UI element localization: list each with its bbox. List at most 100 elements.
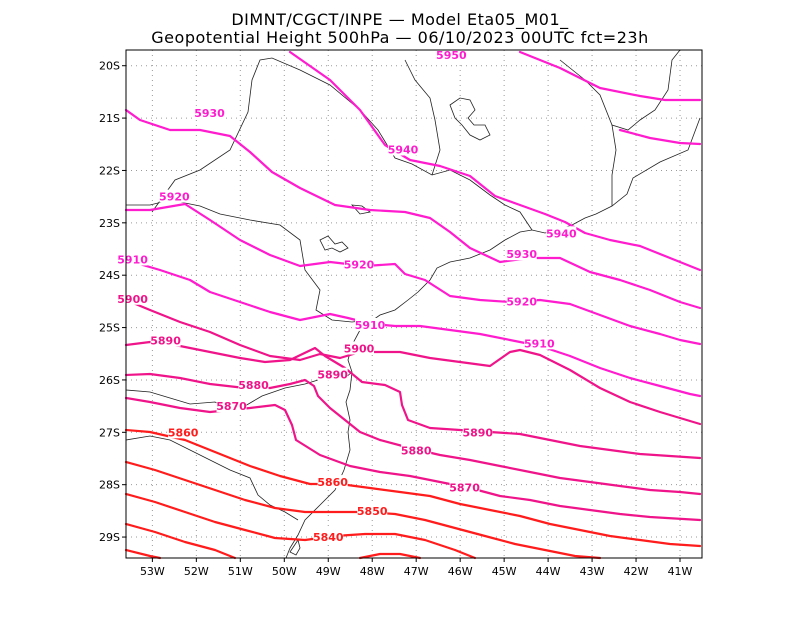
contour-labels: 5950 5940 5930 5920 5940 5930 5910 5920 5900 5920… — [117, 48, 577, 544]
lat-tick-label: 29S — [99, 531, 120, 544]
lat-tick-label: 25S — [99, 322, 120, 335]
contour-label-bg — [216, 399, 247, 413]
contour-label-bg — [117, 252, 148, 266]
contour-5890 — [124, 340, 702, 460]
coastal-lagoon — [289, 539, 301, 556]
axis-tick-labels: 53W 52W 51W 50W 49W 48W 47W 46W 45W 44W 43W 42W 41W 2… — [99, 60, 693, 578]
contour-label: 5900 — [117, 293, 148, 306]
lat-tick-label: 27S — [99, 426, 120, 439]
lat-tick-label: 20S — [99, 60, 120, 73]
contour-label-bg — [546, 226, 577, 240]
state-border — [404, 59, 441, 176]
lat-tick-label: 26S — [99, 374, 120, 387]
state-border — [611, 124, 617, 206]
lon-tick-label: 47W — [404, 565, 429, 578]
contour-label-bg — [449, 480, 480, 494]
contour-5900 — [124, 298, 702, 426]
contour-label-bg — [150, 333, 181, 347]
contour-5940-east — [618, 128, 702, 146]
contour-label: 5870 — [216, 400, 247, 413]
contour-label: 5940 — [388, 144, 419, 157]
contour-label-bg — [344, 257, 375, 271]
lat-tick-label: 28S — [99, 479, 120, 492]
contour-label: 5860 — [317, 476, 348, 489]
height-contours — [124, 50, 702, 560]
contour-5860 — [124, 428, 702, 548]
reservoir — [351, 204, 371, 215]
contour-label: 5920 — [159, 191, 190, 204]
contour-5820 — [124, 548, 162, 560]
coastline — [285, 117, 701, 559]
axis-ticks — [122, 65, 681, 562]
contour-label-bg — [238, 378, 269, 392]
state-border — [559, 49, 681, 131]
lon-tick-label: 51W — [228, 565, 253, 578]
lon-tick-label: 53W — [140, 565, 165, 578]
contour-label-bg — [317, 475, 348, 489]
contour-5830-b — [358, 552, 422, 560]
state-border — [151, 57, 533, 231]
contour-label-bg — [357, 503, 388, 517]
lat-tick-label: 23S — [99, 217, 120, 230]
lon-tick-label: 41W — [668, 565, 693, 578]
reservoir — [449, 97, 491, 141]
title-line-1: DIMNT/CGCT/INPE — Model Eta05_M01_ — [231, 10, 569, 30]
contour-5840 — [124, 492, 477, 560]
contour-label: 5870 — [449, 481, 480, 494]
contour-label: 5840 — [313, 531, 344, 544]
contour-label-bg — [117, 291, 148, 305]
reservoir — [319, 235, 349, 253]
contour-5930 — [124, 108, 702, 310]
contour-label: 5940 — [546, 227, 577, 240]
contour-label: 5860 — [168, 426, 199, 439]
lon-tick-label: 44W — [536, 565, 561, 578]
contour-label-bg — [524, 336, 555, 350]
lat-tick-label: 24S — [99, 269, 120, 282]
contour-label-bg — [462, 425, 493, 439]
lon-tick-label: 45W — [492, 565, 517, 578]
contour-label: 5930 — [506, 248, 537, 261]
contour-label-bg — [168, 425, 199, 439]
contour-label: 5920 — [506, 295, 537, 308]
contour-label: 5910 — [117, 253, 148, 266]
contour-label-bg — [317, 367, 348, 381]
title-line-2: Geopotential Height 500hPa — 06/10/2023 … — [151, 28, 648, 47]
lon-tick-label: 46W — [448, 565, 473, 578]
contour-label: 5880 — [238, 379, 269, 392]
coastlines-and-borders — [125, 49, 701, 559]
contour-label-bg — [344, 341, 375, 355]
contour-label: 5890 — [317, 369, 348, 382]
contour-label-bg — [313, 530, 344, 544]
lon-tick-label: 48W — [360, 565, 385, 578]
contour-label: 5910 — [355, 319, 386, 332]
contour-5910 — [124, 258, 702, 398]
lon-tick-label: 43W — [580, 565, 605, 578]
lon-tick-label: 49W — [316, 565, 341, 578]
lon-tick-label: 42W — [624, 565, 649, 578]
lat-tick-label: 22S — [99, 164, 120, 177]
contour-5830 — [124, 522, 237, 560]
contour-label-bg — [506, 294, 537, 308]
contour-label: 5890 — [462, 426, 493, 439]
contour-label-bg — [355, 317, 386, 331]
plot-frame — [125, 49, 703, 559]
contour-label-bg — [436, 48, 467, 62]
contour-label-bg — [401, 443, 432, 457]
contour-5870 — [124, 396, 702, 522]
contour-5920 — [124, 202, 702, 346]
contour-label: 5920 — [344, 259, 375, 272]
lat-tick-label: 21S — [99, 112, 120, 125]
lon-tick-label: 50W — [272, 565, 297, 578]
contour-label: 5950 — [436, 49, 467, 62]
contour-label: 5890 — [150, 335, 181, 348]
contour-5950 — [518, 50, 702, 102]
contour-label-bg — [159, 189, 190, 203]
contour-label: 5900 — [344, 343, 375, 356]
contour-5940 — [288, 50, 702, 272]
contour-label: 5880 — [401, 445, 432, 458]
contour-label: 5850 — [357, 505, 388, 518]
contour-label-bg — [388, 142, 419, 156]
contour-label-bg — [506, 247, 537, 261]
contour-label-bg — [194, 105, 225, 119]
